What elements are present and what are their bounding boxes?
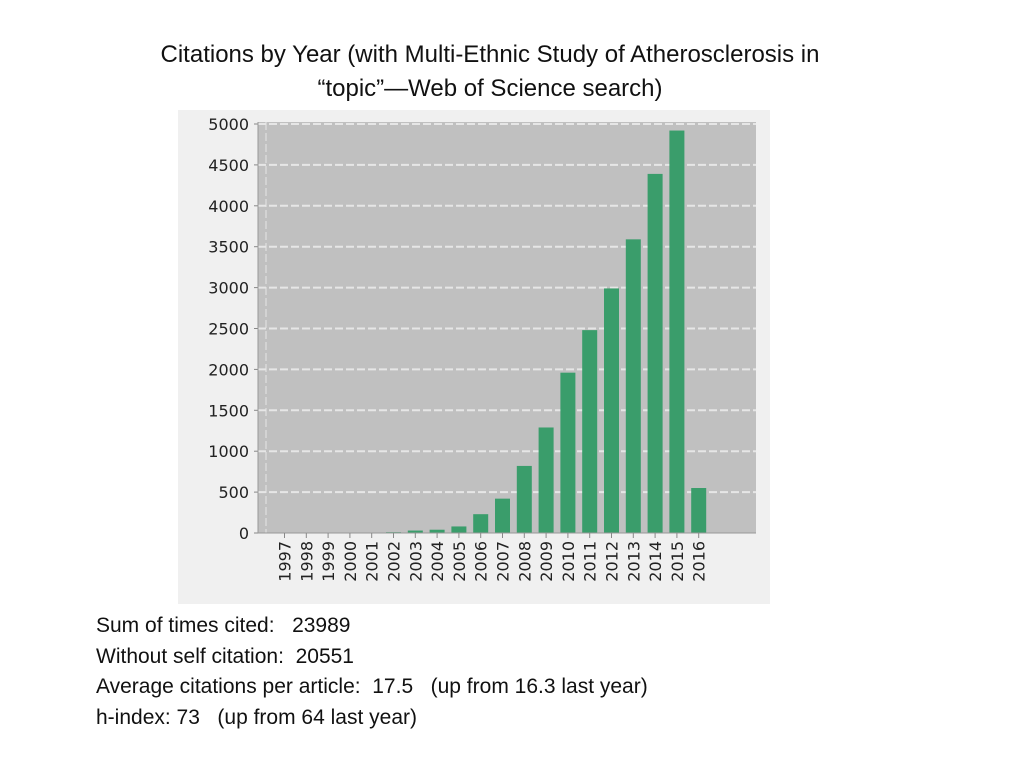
x-tick-label: 1998 [297, 541, 316, 582]
citations-bar-chart: 0 500 1000 1500 2000 2500 3000 3500 4000 4500 5000… [208, 115, 756, 582]
bar-2004 [429, 529, 445, 533]
bar-2008 [516, 465, 532, 533]
x-tick-label: 2006 [472, 541, 491, 582]
bar-2016 [691, 488, 707, 533]
x-tick-label: 2011 [581, 541, 600, 582]
sum-times-cited: Sum of times cited: 23989 [96, 614, 351, 637]
x-tick-label: 2010 [559, 541, 578, 582]
citation-stats: Sum of times cited: 23989 Without self c… [96, 611, 648, 733]
y-tick-label: 4500 [208, 156, 249, 175]
y-tick-label: 2000 [208, 360, 249, 379]
y-tick-label: 1500 [208, 401, 249, 420]
x-tick-label: 2015 [668, 541, 687, 582]
chart-panel: 0 500 1000 1500 2000 2500 3000 3500 4000 4500 5000… [178, 110, 770, 604]
bars [386, 130, 707, 533]
x-tick-label: 2000 [341, 541, 360, 582]
bar-2014 [647, 173, 663, 533]
bar-2010 [560, 372, 576, 533]
average-citations: Average citations per article: 17.5 (up … [96, 675, 648, 698]
x-tick-label: 2003 [406, 541, 425, 582]
x-tick-label: 2007 [494, 541, 513, 582]
y-tick-label: 1000 [208, 442, 249, 461]
x-tick-label: 2005 [450, 541, 469, 582]
x-tick-label: 2004 [428, 541, 447, 582]
without-self-citation: Without self citation: 20551 [96, 644, 354, 668]
gridlines [258, 122, 756, 533]
x-tick-label: 2002 [385, 541, 404, 582]
y-tick-label: 0 [239, 524, 249, 543]
x-tick-label: 2012 [603, 541, 622, 582]
x-tick-label: 2001 [363, 541, 382, 582]
x-tick-label: 2016 [690, 541, 709, 582]
x-tick-label: 2009 [537, 541, 556, 582]
axes [254, 122, 756, 538]
bar-2012 [604, 288, 619, 533]
y-tick-label: 3000 [208, 279, 249, 298]
bar-2003 [407, 530, 423, 533]
x-tick-label: 2014 [646, 541, 665, 582]
h-index: h-index: 73 (up from 64 last year) [96, 705, 417, 729]
bar-2005 [451, 526, 467, 533]
slide-title: Citations by Year (with Multi-Ethnic Stu… [60, 38, 920, 106]
y-tick-labels: 0 500 1000 1500 2000 2500 3000 3500 4000 4500 5000 [208, 115, 249, 543]
y-tick-label: 3500 [208, 238, 249, 257]
x-tick-label: 2013 [624, 541, 643, 582]
x-tick-labels: 1997 1998 1999 2000 2001 2002 2003 2004 2005 2006… [276, 541, 709, 582]
bar-2007 [495, 498, 510, 533]
x-tick-label: 2008 [515, 541, 534, 582]
y-tick-label: 5000 [208, 115, 249, 134]
bar-2015 [669, 130, 685, 533]
bar-2006 [473, 514, 489, 533]
bar-2011 [582, 330, 598, 533]
y-tick-label: 2500 [208, 320, 249, 339]
y-tick-label: 500 [218, 483, 249, 502]
y-tick-label: 4000 [208, 197, 249, 216]
slide-title-line-1: Citations by Year (with Multi-Ethnic Stu… [160, 41, 820, 68]
bar-2013 [625, 239, 641, 533]
bar-2009 [538, 427, 554, 533]
x-tick-label: 1999 [319, 541, 338, 582]
x-tick-label: 1997 [276, 541, 295, 582]
slide-title-line-2: “topic”—Web of Science search) [317, 75, 663, 102]
